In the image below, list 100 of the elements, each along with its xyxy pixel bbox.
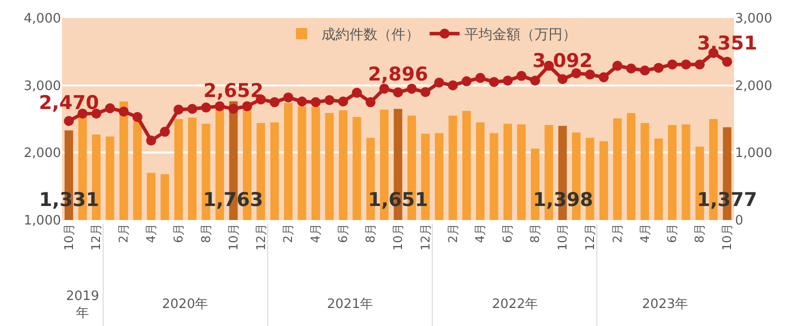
x-tick-label: 8月 — [198, 223, 213, 244]
point — [310, 97, 321, 108]
point — [242, 101, 252, 112]
bar — [503, 124, 512, 220]
bar — [270, 122, 279, 220]
point — [640, 66, 650, 76]
bar — [682, 124, 690, 220]
x-tick-label: 6月 — [500, 223, 515, 244]
data-label: 2,896 — [368, 63, 428, 86]
bar — [352, 116, 362, 220]
bar — [298, 106, 306, 220]
y-tick-label: 1,000 — [24, 214, 61, 229]
bar — [311, 106, 320, 220]
data-label: 3,351 — [697, 32, 758, 55]
point — [530, 76, 540, 86]
y2-tick-label: 2,000 — [735, 78, 772, 94]
point — [352, 88, 362, 98]
bar — [599, 141, 608, 220]
bar — [476, 122, 485, 220]
x-tick-label: 12月 — [89, 223, 104, 251]
y2-tick-label: 0 — [735, 214, 744, 229]
bar — [490, 133, 498, 220]
x-tick-label: 10月 — [720, 223, 734, 251]
point — [228, 104, 238, 114]
point — [324, 95, 334, 106]
point — [146, 136, 156, 146]
point — [434, 78, 444, 88]
x-tick-label: 6月 — [665, 223, 680, 244]
point — [475, 72, 486, 83]
y2-tick-label: 1,000 — [735, 146, 772, 162]
bar — [626, 112, 636, 220]
point — [393, 87, 403, 98]
bar — [517, 124, 526, 220]
point — [626, 64, 636, 74]
bar — [188, 118, 197, 220]
point — [694, 59, 705, 70]
point — [118, 106, 129, 117]
bar — [325, 112, 334, 220]
text: 2023年 — [642, 297, 688, 312]
point — [667, 59, 678, 70]
bar — [613, 118, 622, 220]
bar — [654, 138, 663, 220]
point — [338, 96, 348, 106]
point — [297, 96, 307, 106]
point — [598, 72, 609, 82]
point — [558, 74, 568, 84]
point — [612, 60, 622, 71]
x-tick-label: 2月 — [610, 223, 624, 244]
x-tick-label: 10月 — [62, 223, 76, 251]
bar — [284, 102, 293, 220]
x-tick-label: 2月 — [281, 223, 296, 244]
point — [160, 126, 170, 137]
x-tick-label: 12月 — [418, 223, 432, 251]
x-tick-label: 4月 — [308, 223, 323, 244]
legend-label: 成約件数（件） — [322, 27, 420, 44]
x-tick-label: 10月 — [390, 223, 405, 251]
point — [366, 97, 376, 108]
point — [448, 80, 458, 90]
point — [64, 116, 74, 126]
point — [105, 103, 115, 114]
point — [283, 92, 294, 102]
x-tick-label: 4月 — [473, 223, 488, 244]
point — [462, 76, 472, 86]
x-tick-label: 8月 — [528, 223, 542, 244]
x-tick-label: 4月 — [144, 223, 158, 244]
legend-label: 平均金額（万円） — [464, 27, 577, 44]
point — [187, 104, 198, 114]
bar — [133, 119, 142, 220]
point — [406, 84, 417, 94]
data-label: 2,652 — [203, 80, 264, 102]
point — [420, 87, 430, 98]
x-tick-label: 10月 — [226, 223, 240, 251]
bar — [448, 116, 458, 220]
bar — [174, 119, 183, 220]
x-tick-label: 12月 — [582, 223, 597, 251]
x-tick-label: 2月 — [116, 223, 131, 244]
data-label: 3,092 — [532, 50, 593, 72]
bar — [640, 123, 650, 220]
x-tick-label: 4月 — [638, 223, 652, 244]
data-label: 2,470 — [38, 92, 99, 114]
x-tick-label: 2月 — [446, 223, 460, 244]
point — [722, 56, 732, 67]
bar — [434, 133, 444, 220]
point — [489, 76, 499, 87]
point — [516, 70, 526, 81]
x-tick-label: 12月 — [254, 223, 268, 251]
y2-tick-label: 3,000 — [735, 12, 772, 27]
bar — [338, 110, 348, 220]
x-tick-label: 6月 — [171, 223, 186, 244]
bar — [146, 172, 156, 220]
bar — [106, 136, 114, 220]
x-tick-label: 8月 — [692, 223, 707, 244]
bar — [462, 110, 471, 220]
point — [270, 97, 280, 108]
point — [502, 76, 513, 86]
y-tick-label: 4,000 — [24, 12, 61, 27]
point — [201, 102, 211, 113]
bar — [119, 101, 128, 220]
point — [585, 70, 595, 80]
text: 2020年 — [162, 297, 208, 312]
